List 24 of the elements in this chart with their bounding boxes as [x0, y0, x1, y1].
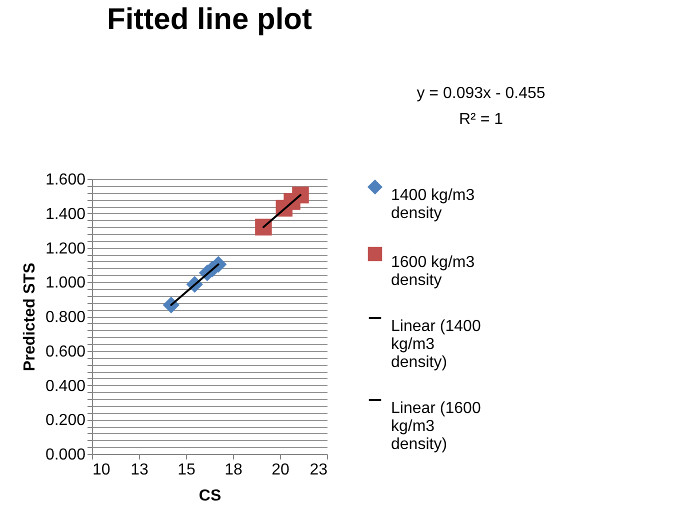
x-tick-label: 23: [310, 462, 328, 478]
y-tick-label: 0.400: [45, 378, 86, 395]
x-tick-label: 13: [130, 462, 148, 478]
y-tick-label: 0.800: [45, 309, 86, 326]
y-tick-label: 0.200: [45, 412, 86, 430]
x-tick-label: 15: [178, 462, 196, 478]
text: y = 0.093x - 0.455: [416, 85, 546, 102]
legend-label: 1400 kg/m3 density: [391, 187, 475, 222]
x-tick-label: 20: [272, 462, 290, 478]
legend-label: Linear (1400 kg/m3 density): [391, 318, 481, 371]
y-tick-label: 1.600: [45, 172, 86, 188]
chart-title: Fitted line plot: [107, 3, 312, 36]
x-axis-title: CS: [198, 488, 222, 504]
y-tick-label: 1.000: [45, 274, 86, 292]
y-tick-label: 1.400: [45, 206, 86, 223]
y-tick-label: 0.600: [45, 343, 86, 360]
y-tick-label: 0.000: [45, 446, 86, 464]
legend-label: Linear (1600 kg/m3 density): [391, 400, 481, 453]
x-tick-label: 18: [224, 462, 242, 478]
legend-label: 1600 kg/m3 density: [391, 254, 475, 289]
y-axis-title: Predicted STS: [21, 262, 38, 372]
text: R² = 1: [458, 111, 504, 128]
x-tick-label: 10: [92, 462, 110, 478]
y-tick-label: 1.200: [45, 240, 86, 258]
